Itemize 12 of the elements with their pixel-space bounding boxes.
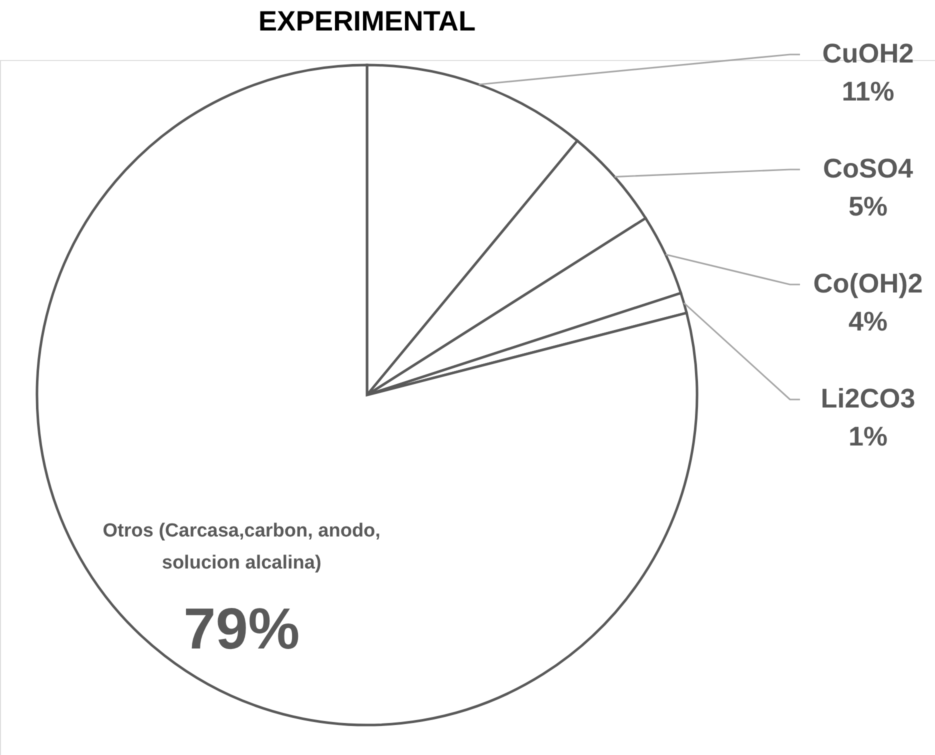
data-label: 1% (848, 422, 888, 452)
data-label: 11% (842, 76, 894, 107)
pie-slice (36, 64, 698, 726)
data-label: 4% (848, 306, 888, 337)
chart-title: EXPERIMENTAL (258, 6, 476, 37)
data-label: 79% (184, 596, 300, 662)
slice-label: Co(OH)2 (813, 268, 923, 299)
data-label: 5% (848, 192, 888, 222)
slice-label: Otros (Carcasa,carbon, anodo, solucion alcalina) (102, 520, 380, 574)
slice-label: CuOH2 (822, 38, 914, 69)
slice-label: CoSO4 (822, 154, 914, 184)
slice-label: Li2CO3 (820, 384, 916, 414)
